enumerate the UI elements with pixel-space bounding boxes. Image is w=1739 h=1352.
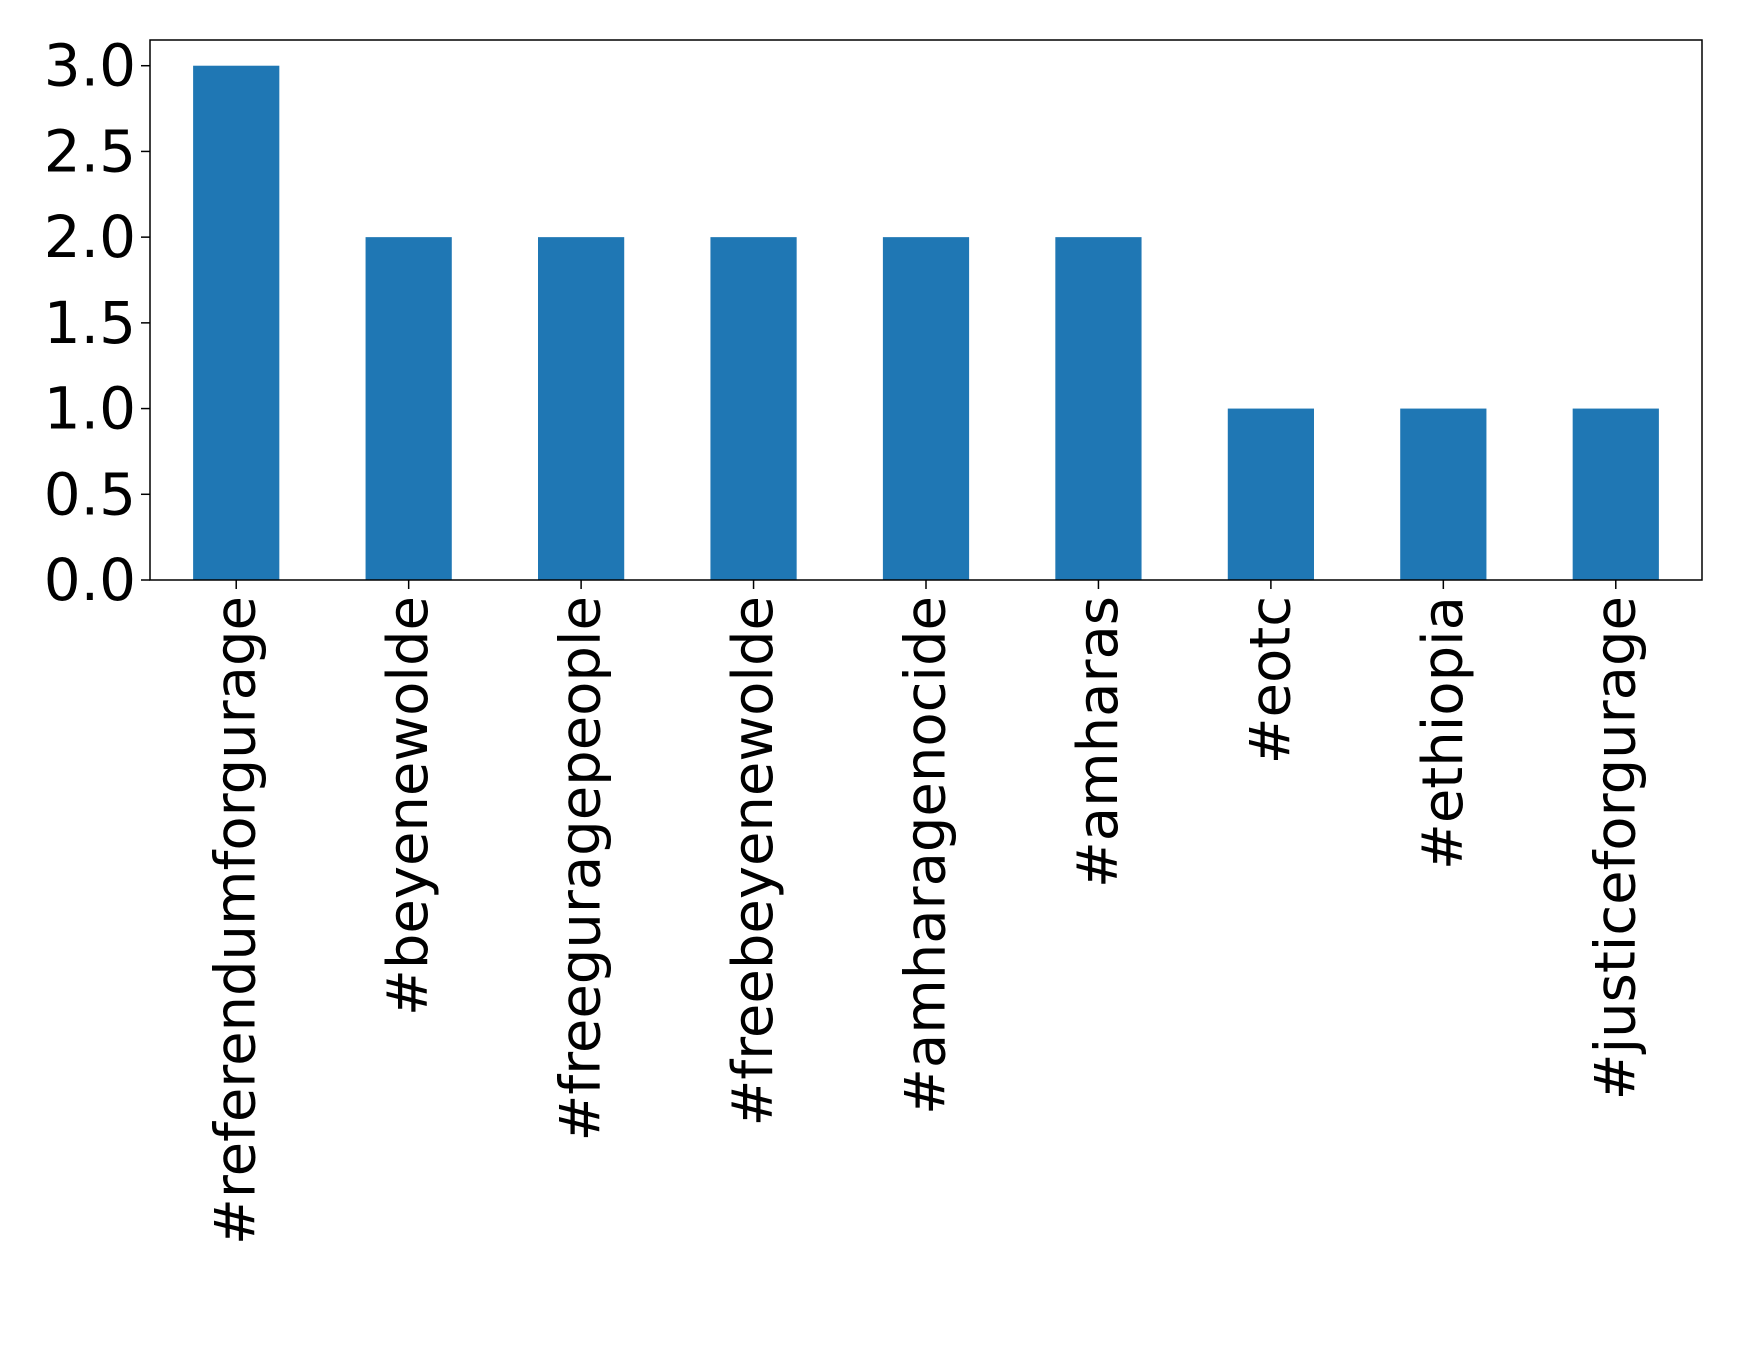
bar: [1400, 408, 1487, 580]
x-tick-label: #eotc: [1238, 596, 1303, 764]
bar: [538, 237, 625, 580]
x-tick-label: #freeguragepeople: [549, 596, 614, 1142]
y-tick-label: 0.5: [44, 460, 136, 528]
bar: [1227, 408, 1314, 580]
x-tick-label: #freebeyenewolde: [721, 596, 786, 1127]
y-tick-label: 3.0: [44, 32, 136, 100]
plot-frame: [149, 39, 1703, 581]
bar: [710, 237, 797, 580]
x-tick-label: #ethiopia: [1411, 596, 1476, 870]
x-tick-label: #amharas: [1066, 596, 1131, 888]
x-tick-label: #referendumforgurage: [204, 596, 269, 1245]
x-tick-label: #amharagenocide: [894, 596, 959, 1115]
bar: [1055, 237, 1142, 580]
y-tick-label: 1.5: [44, 289, 136, 357]
y-tick-label: 2.0: [44, 203, 136, 271]
x-tick-label: #justiceforgurage: [1583, 596, 1648, 1100]
bar: [365, 237, 452, 580]
bar: [1572, 408, 1659, 580]
y-tick-label: 2.5: [44, 117, 136, 185]
bar: [882, 237, 970, 580]
x-tick-label: #beyenewolde: [376, 596, 441, 1016]
x-axis-ticks: #referendumforgurage #beyenewolde #freegur…: [204, 580, 1648, 1245]
y-tick-label: 0.0: [44, 546, 136, 614]
bars: [193, 65, 1659, 580]
y-axis-ticks: 0.0 0.5 1.0 1.5 2.0 2.5 3.0: [44, 32, 150, 614]
y-tick-label: 1.0: [44, 375, 136, 443]
bar: [193, 65, 280, 580]
